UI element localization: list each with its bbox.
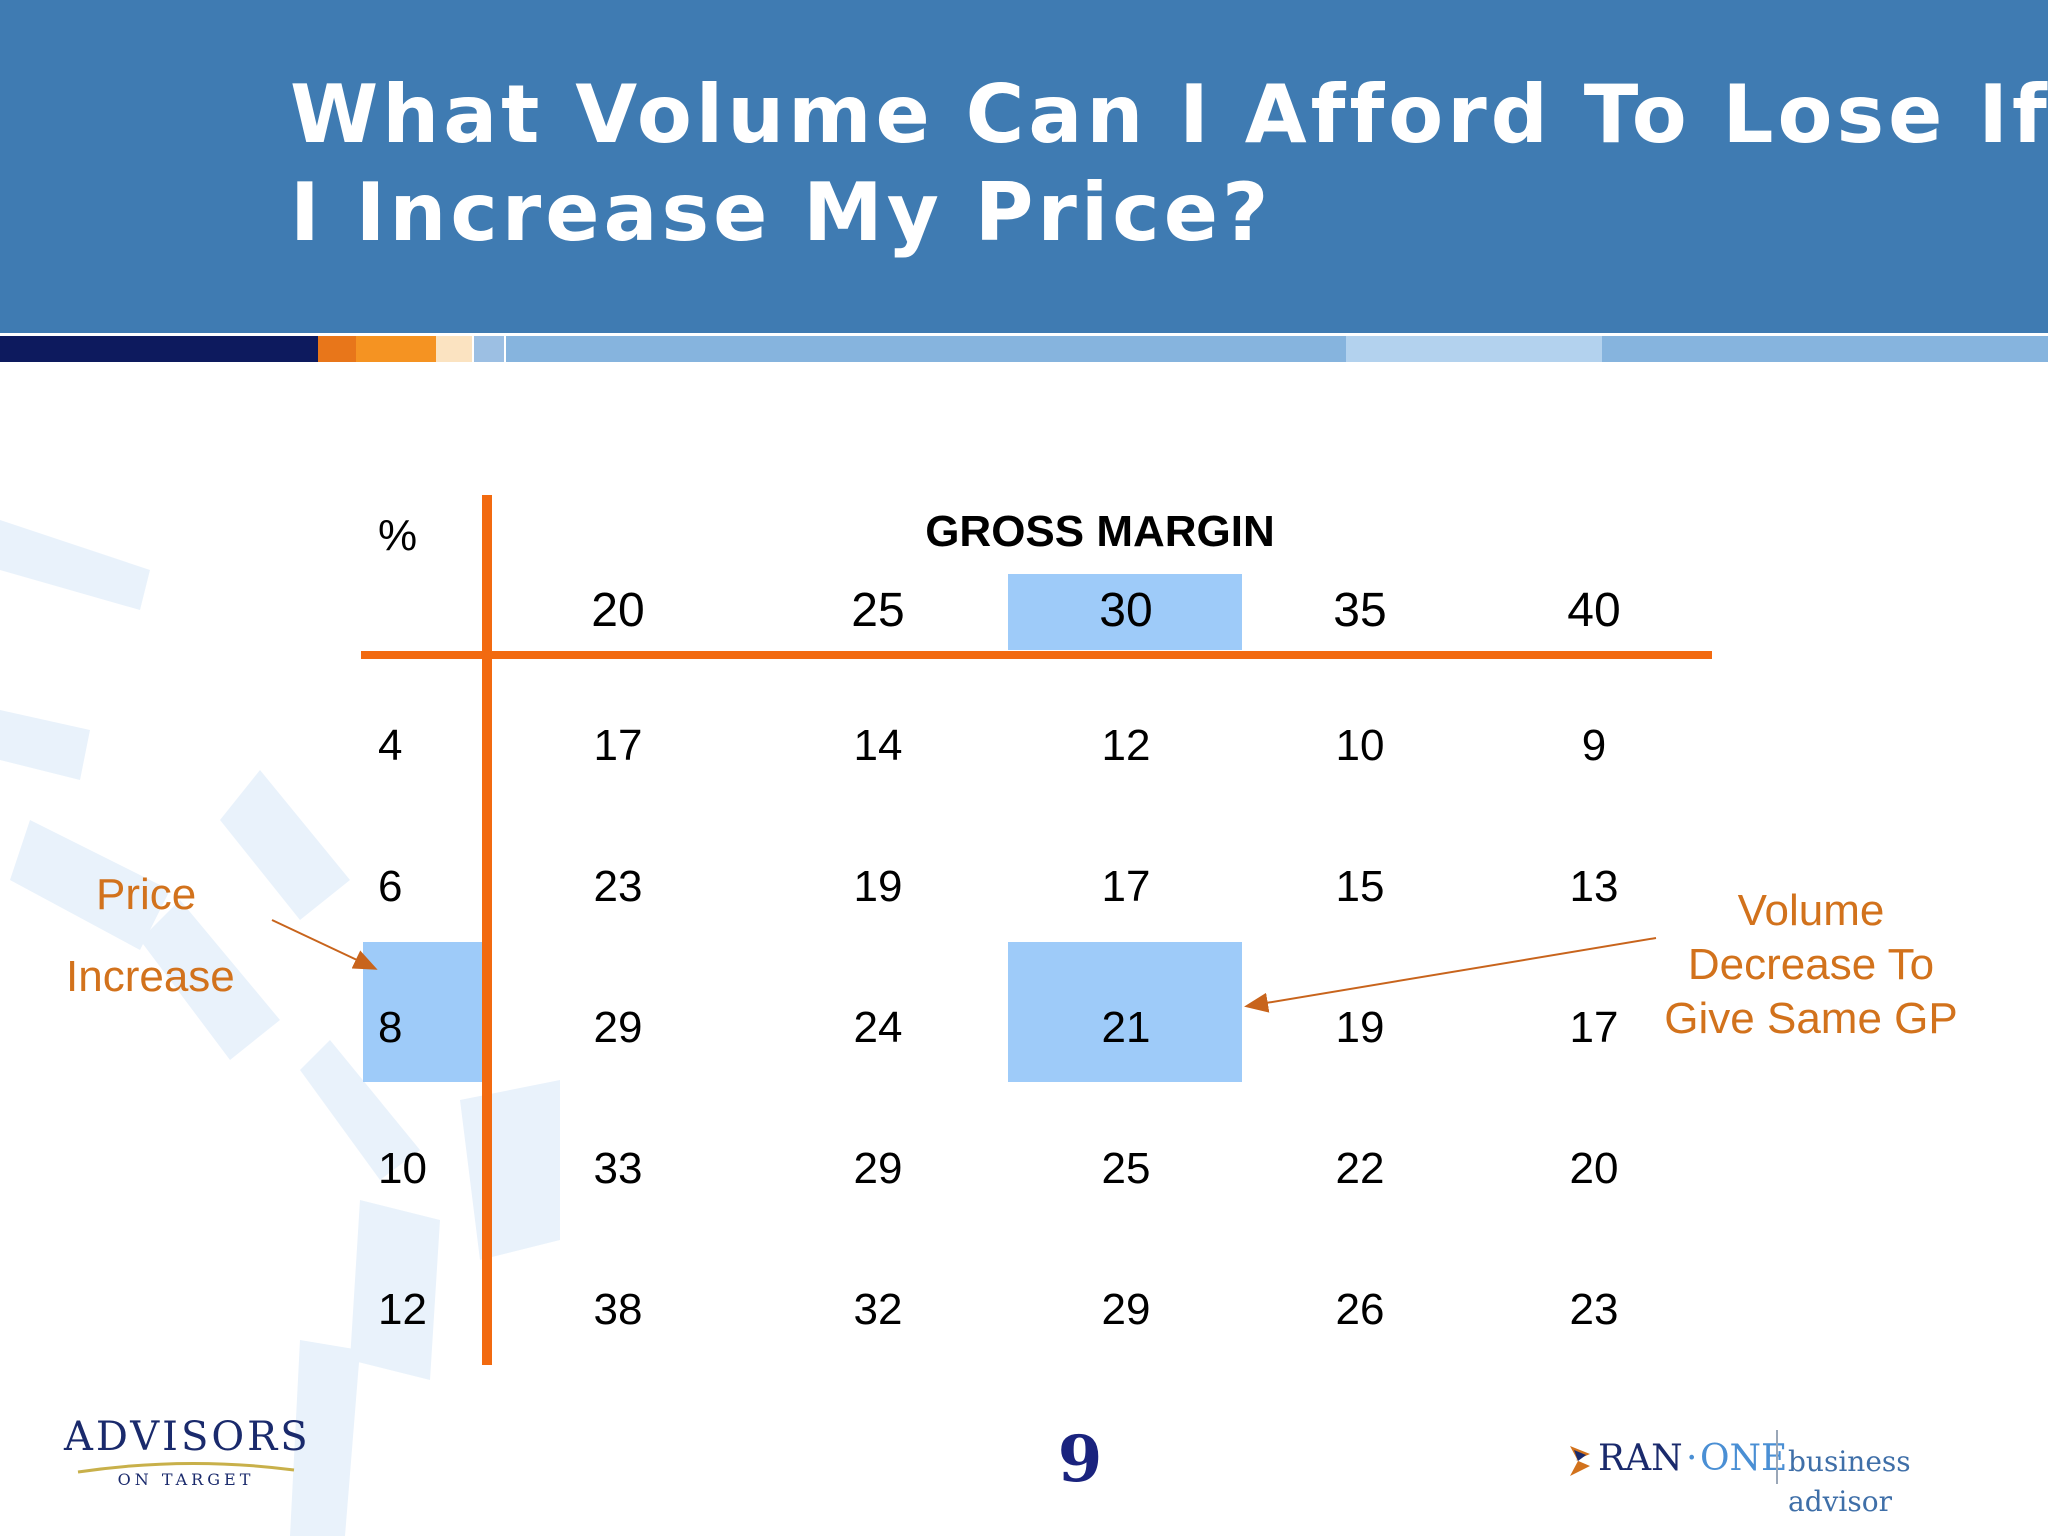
volume-annotation-line-3: Give Same GP (1664, 994, 1958, 1043)
advisors-logo-subtitle: ON TARGET (117, 1470, 255, 1489)
ran-one-brand-ran: RAN (1598, 1438, 1683, 1479)
volume-annotation-line-1: Volume (1737, 886, 1885, 935)
table-cell: 38 (593, 1285, 643, 1334)
table-cell: 24 (853, 1003, 903, 1052)
column-header: 20 (591, 584, 645, 637)
advisors-logo-wordmark: ADVISORS (64, 1414, 311, 1460)
stripe-blue-small (474, 336, 504, 362)
row-label: 6 (378, 862, 403, 911)
title-banner: What Volume Can I Afford To Lose If I In… (0, 0, 2048, 333)
column-header: 30 (1099, 584, 1153, 637)
table-cell: 19 (853, 862, 903, 911)
stripe-blue-light (1346, 336, 1602, 362)
table-cell: 14 (853, 721, 903, 770)
stripe-orange (356, 336, 436, 362)
table-cell: 23 (593, 862, 643, 911)
table-cell: 33 (593, 1144, 643, 1193)
column-header: 25 (851, 584, 905, 637)
table-cell: 13 (1569, 862, 1619, 911)
highlight-cell-21 (1008, 942, 1242, 1082)
advisors-on-target-logo: ADVISORS ON TARGET (64, 1400, 308, 1500)
table-grid-lines (361, 495, 1712, 1365)
table-cell: 25 (1101, 1144, 1151, 1193)
stripe-blue (506, 336, 1346, 362)
table-cell: 26 (1335, 1285, 1385, 1334)
highlight-column-header-30 (1008, 574, 1242, 650)
stripe-orange-dark (318, 336, 356, 362)
table-cell: 17 (1101, 862, 1151, 911)
stripe-cream (436, 336, 472, 362)
price-annotation-line-2: Increase (66, 952, 235, 1001)
gross-margin-label: GROSS MARGIN (925, 507, 1275, 556)
corner-label: % (378, 511, 418, 560)
ran-one-logo: RAN · ONE business advisor (1568, 1428, 2008, 1518)
row-label: 12 (378, 1285, 427, 1334)
ran-one-logo-divider (1776, 1430, 1778, 1484)
table-cell: 10 (1335, 721, 1385, 770)
table-cell: 9 (1581, 721, 1607, 770)
stripe-navy (0, 336, 318, 362)
volume-annotation-line-2: Decrease To (1687, 940, 1935, 989)
background-arcs-decoration (0, 520, 560, 1536)
ran-one-mark-icon (1570, 1446, 1590, 1476)
ran-one-tagline: business advisor (1788, 1445, 1911, 1518)
table-cell: 29 (1101, 1285, 1151, 1334)
column-header: 35 (1333, 584, 1387, 637)
ran-one-brand-dot: · (1686, 1438, 1698, 1479)
table-cell: 23 (1569, 1285, 1619, 1334)
row-label: 10 (378, 1144, 427, 1193)
slide-title-line-2: I Increase My Price? (290, 166, 1273, 259)
row-label-highlighted: 8 (378, 1003, 403, 1052)
table-cell: 22 (1335, 1144, 1385, 1193)
table-cell: 29 (853, 1144, 903, 1193)
slide-title-line-1: What Volume Can I Afford To Lose If (290, 68, 2048, 161)
table-cell: 17 (1569, 1003, 1619, 1052)
column-header: 40 (1567, 584, 1621, 637)
ran-one-brand-one: ONE (1700, 1438, 1788, 1479)
logo-swoosh-icon (77, 1461, 295, 1474)
table-cell: 20 (1569, 1144, 1619, 1193)
page-number: 9 (1057, 1422, 1103, 1497)
row-label: 4 (378, 721, 403, 770)
highlight-row-label-8 (363, 942, 484, 1082)
table-cell: 12 (1101, 721, 1151, 770)
table-cell: 17 (593, 721, 643, 770)
table-cell: 32 (853, 1285, 903, 1334)
stripe-blue-end (1602, 336, 2048, 362)
table-cell: 29 (593, 1003, 643, 1052)
table-cell-highlighted: 21 (1101, 1003, 1151, 1052)
table-cell: 15 (1335, 862, 1385, 911)
table-cell: 19 (1335, 1003, 1385, 1052)
price-annotation-line-1: Price (96, 870, 197, 919)
slide-title: What Volume Can I Afford To Lose If I In… (290, 66, 2048, 262)
